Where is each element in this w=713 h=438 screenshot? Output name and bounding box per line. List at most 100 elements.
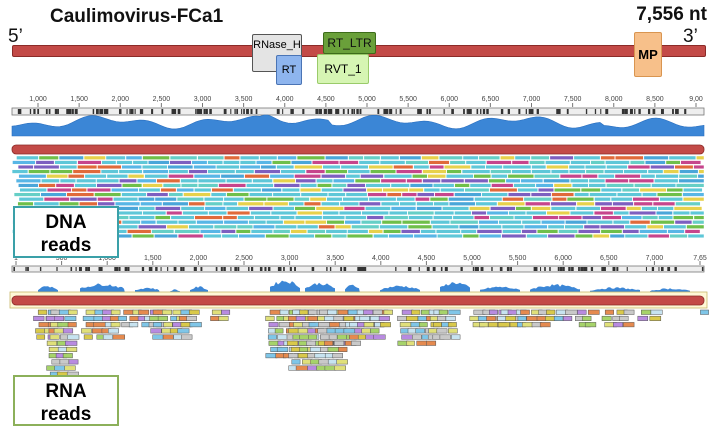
- reference-mark: [215, 267, 218, 271]
- dna-read: [119, 178, 137, 183]
- dna-read: [582, 215, 602, 220]
- reference-mark: [499, 267, 503, 271]
- rna-coverage-peak: [380, 285, 420, 293]
- reference-mark: [417, 109, 420, 114]
- rna-read: [623, 322, 635, 328]
- dna-read: [687, 233, 705, 238]
- dna-read: [478, 155, 500, 160]
- ruler-label: 7,65: [693, 255, 707, 262]
- dna-read: [667, 229, 685, 234]
- dna-read: [416, 201, 434, 206]
- reference-mark: [302, 109, 305, 114]
- rna-read: [181, 334, 193, 340]
- dna-read: [442, 206, 469, 211]
- dna-read: [167, 164, 194, 169]
- ruler-label: 6,500: [600, 255, 618, 262]
- dna-read: [343, 206, 366, 211]
- dna-read: [155, 206, 181, 211]
- rna-read: [401, 334, 414, 340]
- dna-read: [384, 215, 409, 220]
- reference-mark: [342, 109, 345, 114]
- reference-mark: [67, 109, 71, 114]
- dna-read: [154, 233, 178, 238]
- dna-read: [639, 229, 668, 234]
- reference-mark: [362, 267, 365, 271]
- dna-read: [486, 160, 512, 165]
- dna-read: [587, 220, 613, 225]
- rna-genome-bar: [11, 295, 705, 306]
- dna-read: [146, 192, 169, 197]
- rna-read: [38, 322, 50, 328]
- dna-read: [28, 169, 50, 174]
- dna-read: [188, 169, 208, 174]
- dna-read: [132, 160, 148, 165]
- reference-mark: [343, 267, 346, 271]
- dna-read: [300, 187, 322, 192]
- dna-read: [359, 201, 381, 206]
- reference-mark: [652, 109, 656, 114]
- rna-read: [186, 315, 197, 321]
- rna-coverage-peak: [440, 282, 470, 293]
- dna-read: [249, 192, 273, 197]
- rna-read: [324, 340, 334, 346]
- dna-read: [659, 197, 683, 202]
- dna-read: [141, 164, 168, 169]
- rna-read: [383, 309, 393, 315]
- dna-read: [97, 197, 114, 202]
- rna-read: [437, 315, 446, 321]
- reference-mark: [667, 267, 671, 271]
- rna-read: [295, 315, 306, 321]
- dna-read: [399, 201, 417, 206]
- dna-read: [273, 229, 291, 234]
- dna-read: [621, 187, 640, 192]
- dna-read: [312, 160, 339, 165]
- dna-read: [469, 206, 490, 211]
- dna-read: [654, 178, 679, 183]
- rna-read: [584, 322, 597, 328]
- rna-read: [299, 346, 308, 352]
- dna-read: [401, 192, 417, 197]
- rna-read: [309, 346, 321, 352]
- dna-read: [582, 174, 598, 179]
- dna-read: [194, 187, 212, 192]
- dna-read: [207, 160, 223, 165]
- ruler-label: 5,500: [399, 96, 417, 103]
- dna-read: [413, 233, 438, 238]
- rna-read: [62, 353, 73, 359]
- rna-read: [50, 309, 61, 315]
- dna-read: [454, 192, 482, 197]
- ruler-label: 1,000: [98, 255, 116, 262]
- dna-read: [417, 192, 435, 197]
- rna-read: [110, 309, 121, 315]
- dna-read: [678, 178, 705, 183]
- dna-read: [594, 197, 611, 202]
- dna-read: [669, 233, 688, 238]
- reference-mark: [87, 267, 90, 271]
- reference-mark: [141, 267, 145, 271]
- reference-mark: [433, 267, 436, 271]
- dna-read: [594, 210, 614, 215]
- dna-read: [168, 192, 184, 197]
- rna-read: [308, 322, 319, 328]
- dna-read: [521, 220, 541, 225]
- reference-mark: [174, 267, 176, 271]
- dna-read: [464, 187, 490, 192]
- dna-read: [674, 220, 693, 225]
- dna-read: [180, 183, 198, 188]
- dna-read: [589, 192, 617, 197]
- dna-read: [474, 197, 503, 202]
- dna-read: [300, 183, 317, 188]
- dna-read: [333, 178, 355, 183]
- dna-read: [17, 164, 34, 169]
- dna-read: [432, 224, 459, 229]
- rna-read: [334, 365, 346, 371]
- reference-mark: [377, 109, 380, 114]
- dna-read: [531, 169, 551, 174]
- rna-read: [267, 334, 277, 340]
- dna-read: [326, 220, 345, 225]
- dna-read: [440, 178, 465, 183]
- dna-read: [97, 201, 115, 206]
- reference-mark: [195, 109, 197, 114]
- rna-read: [276, 346, 289, 352]
- reference-mark: [363, 267, 367, 271]
